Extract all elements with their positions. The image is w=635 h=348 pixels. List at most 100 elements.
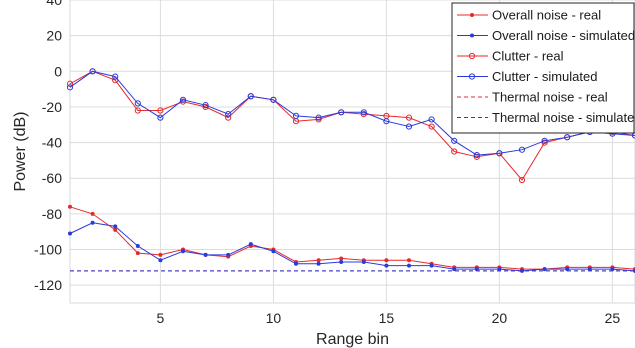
legend-marker (470, 13, 474, 17)
legend: Overall noise - real Overall noise - simu… (451, 2, 635, 134)
data-point (631, 132, 635, 139)
data-point (316, 261, 321, 266)
x-tick-label: 5 (157, 310, 165, 326)
data-point (518, 146, 526, 153)
data-point (383, 118, 390, 125)
data-point (338, 109, 345, 116)
data-point (179, 96, 187, 103)
data-point (429, 263, 434, 268)
data-point (542, 267, 547, 272)
data-point (405, 123, 413, 130)
legend-label: Overall noise - simulated (492, 28, 635, 43)
legend-label: Overall noise - real (492, 8, 601, 23)
y-tick-label: -20 (42, 99, 62, 115)
legend-entry: Overall noise - simulated (457, 28, 635, 43)
data-point (339, 256, 344, 261)
x-tick-label: 20 (492, 310, 508, 326)
series-line (69, 70, 635, 181)
data-point (428, 123, 435, 130)
data-point (68, 204, 72, 209)
data-point (270, 96, 277, 103)
data-point (90, 211, 95, 216)
legend-label: Thermal noise - simulated (492, 110, 635, 125)
y-tick-label: -100 (34, 242, 62, 258)
data-point (158, 252, 163, 257)
data-point (157, 107, 164, 114)
series-3 (66, 68, 635, 159)
data-point (112, 73, 119, 80)
data-point (407, 263, 411, 268)
legend-label: Thermal noise - real (492, 90, 608, 105)
data-point (225, 114, 232, 121)
data-point (226, 252, 231, 257)
data-point (384, 258, 389, 263)
data-point (225, 110, 232, 118)
data-point (135, 251, 140, 256)
y-axis-label: Power (dB) (12, 111, 29, 191)
data-point (66, 84, 74, 91)
x-tick-label: 25 (605, 310, 621, 326)
legend-box (451, 2, 635, 134)
legend-entry: Clutter - simulated (457, 69, 597, 84)
data-point (294, 261, 298, 266)
data-point (452, 267, 457, 272)
data-point (564, 134, 571, 141)
legend-entry: Overall noise - real (457, 8, 601, 23)
data-point (271, 249, 276, 254)
data-point (316, 258, 321, 263)
data-point (157, 114, 164, 121)
data-point (134, 107, 141, 114)
data-point (541, 139, 548, 146)
data-point (248, 242, 253, 247)
y-tick-label: 0 (54, 63, 62, 79)
data-point (428, 116, 435, 123)
data-point (473, 151, 480, 159)
x-tick-label: 15 (379, 310, 395, 326)
data-point (89, 68, 96, 75)
data-point (134, 100, 141, 107)
legend-marker (468, 52, 476, 60)
data-point (181, 249, 185, 254)
data-point (496, 150, 503, 157)
data-point (451, 137, 458, 144)
legend-marker (468, 73, 476, 80)
data-point (315, 114, 322, 121)
data-point (113, 227, 118, 232)
data-point (113, 224, 118, 229)
data-point (384, 263, 389, 268)
data-point (315, 116, 322, 123)
y-tick-label: 40 (46, 0, 62, 8)
data-point (68, 231, 72, 236)
data-point (90, 220, 95, 225)
y-ticks: 40 20 0 -20 -40 -60 -80 -100 -120 (34, 0, 62, 293)
data-point (610, 267, 615, 272)
legend-label: Clutter - real (492, 49, 564, 64)
data-point (407, 258, 411, 263)
data-point (202, 102, 209, 109)
data-point (361, 260, 366, 265)
y-tick-label: -120 (34, 277, 62, 293)
data-point (360, 110, 367, 118)
data-point (497, 267, 502, 272)
x-axis-label: Range bin (316, 331, 389, 348)
y-tick-label: -80 (42, 206, 62, 222)
data-point (518, 176, 526, 184)
legend-marker (470, 33, 474, 38)
x-ticks: 5 10 15 20 25 (157, 310, 621, 326)
data-point (292, 112, 300, 119)
data-point (473, 153, 480, 160)
data-point (405, 114, 413, 121)
y-tick-label: 20 (46, 28, 62, 44)
data-point (474, 267, 479, 272)
data-point (360, 109, 367, 116)
data-point (203, 252, 208, 257)
data-point (451, 148, 458, 155)
y-tick-label: -40 (42, 135, 62, 151)
data-point (202, 103, 209, 111)
data-point (565, 267, 570, 272)
data-point (158, 258, 163, 263)
data-point (247, 93, 254, 100)
legend-entry: Thermal noise - real (457, 90, 608, 105)
series-line (69, 222, 635, 272)
